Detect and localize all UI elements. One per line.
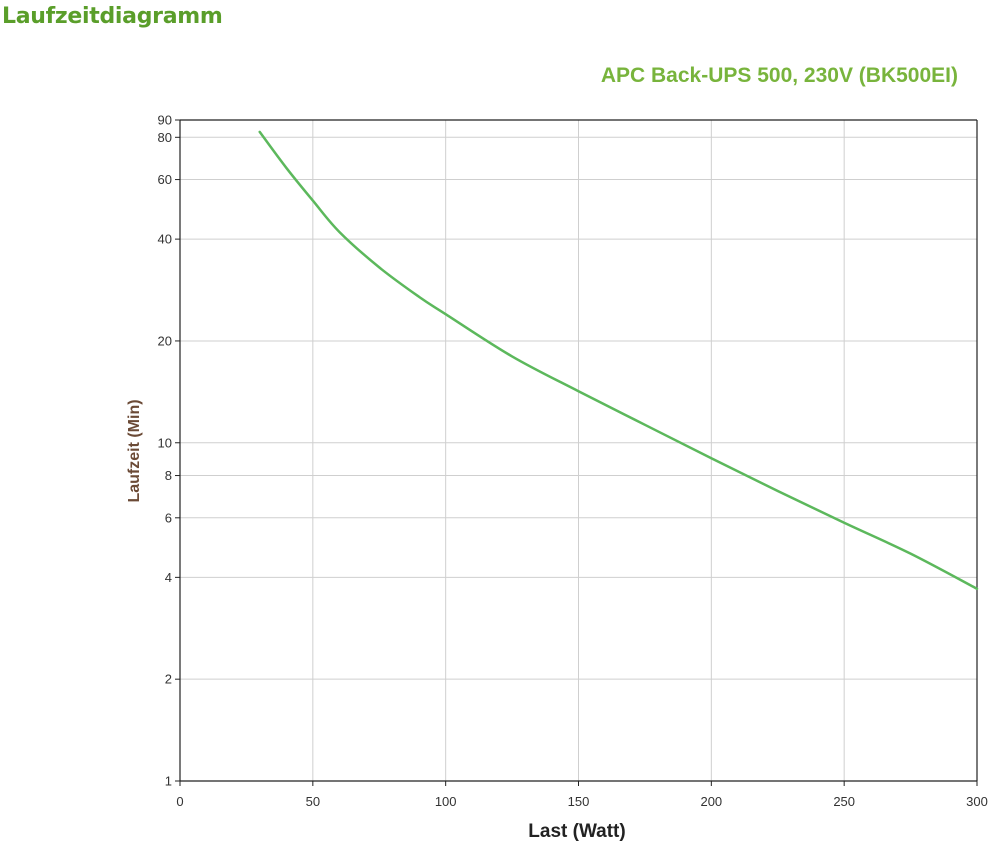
y-tick-label: 8 [165, 468, 172, 483]
x-tick-label: 300 [966, 794, 988, 809]
y-tick-label: 4 [165, 570, 172, 585]
y-tick-label: 2 [165, 672, 172, 687]
x-tick-label: 200 [700, 794, 722, 809]
y-tick-label: 40 [158, 232, 172, 247]
ticks-layer: 0 50 100 150 200 250 300 1 2 4 6 8 10 20 40 60 80 90 [158, 113, 988, 810]
chart-title: APC Back-UPS 500, 230V (BK500EI) [601, 64, 958, 87]
x-tick-label: 100 [435, 794, 457, 809]
y-tick-label: 90 [158, 113, 172, 128]
page-heading: Laufzeitdiagramm [2, 4, 223, 29]
x-tick-label: 0 [176, 794, 183, 809]
x-tick-label: 250 [833, 794, 855, 809]
y-tick-label: 20 [158, 333, 172, 348]
x-axis-label: Last (Watt) [528, 821, 625, 842]
series-layer [258, 130, 979, 591]
runtime-series-line [258, 130, 979, 591]
x-tick-label: 150 [568, 794, 590, 809]
y-tick-label: 80 [158, 130, 172, 145]
y-tick-label: 1 [165, 774, 172, 789]
x-tick-label: 50 [306, 794, 320, 809]
y-tick-label: 60 [158, 172, 172, 187]
y-tick-label: 10 [158, 435, 172, 450]
y-axis-label: Laufzeit (Min) [126, 399, 143, 502]
grid-layer [180, 119, 978, 781]
y-tick-label: 6 [165, 510, 172, 525]
